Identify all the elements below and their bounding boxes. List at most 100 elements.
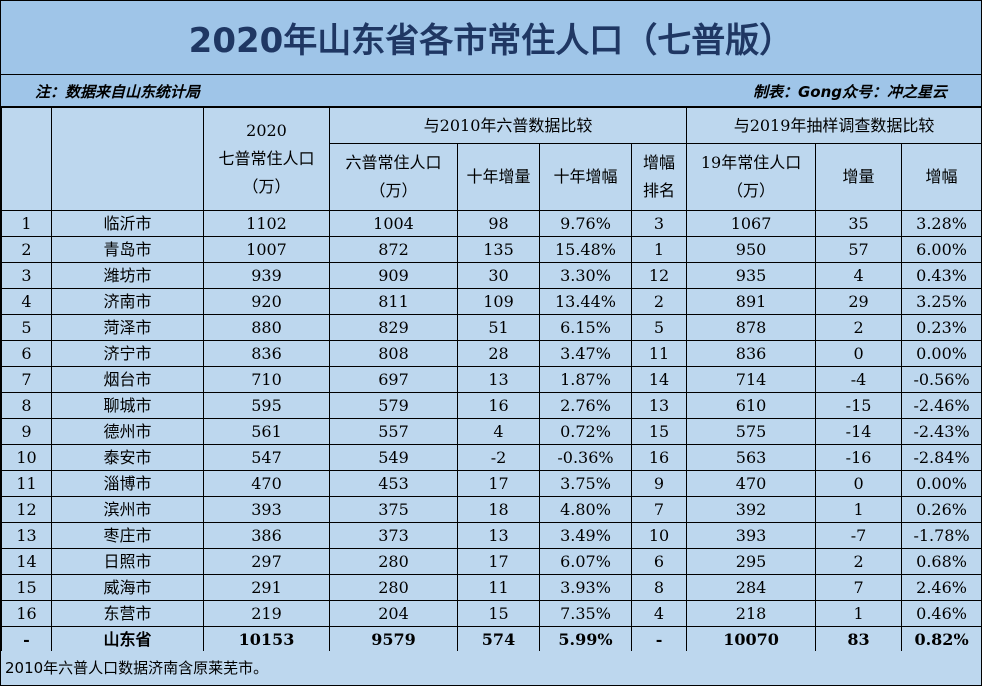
cell-rate10: 9.76%	[539, 210, 632, 237]
cell-rate10: 0.72%	[539, 418, 632, 445]
cell-pop2019: 1067	[686, 210, 817, 237]
table-row: 6 济宁市 836 808 28 3.47% 11 836 0 0.00%	[1, 340, 982, 367]
table-row: 9 德州市 561 557 4 0.72% 15 575 -14 -2.43%	[1, 418, 982, 445]
header-pop-2019-label: 19年常住人口	[700, 153, 802, 172]
cell-city: 济宁市	[51, 340, 204, 367]
source-note: 注：数据来自山东统计局	[35, 83, 201, 101]
header-rank: 增幅 排名	[630, 143, 688, 211]
header-rate-2019: 增幅	[901, 143, 982, 211]
table-row: 11 淄博市 470 453 17 3.75% 9 470 0 0.00%	[1, 470, 982, 497]
table-row: 8 聊城市 595 579 16 2.76% 13 610 -15 -2.46%	[1, 392, 982, 419]
cell-pop2019: 563	[686, 444, 817, 471]
cell-pop2010: 453	[329, 470, 458, 497]
page-title: 2020年山东省各市常住人口（七普版）	[1, 1, 981, 75]
population-table: 2020 七普常住人口 （万） 与2010年六普数据比较 与2019年抽样调查数…	[1, 107, 982, 653]
table-row: 12 滨州市 393 375 18 4.80% 7 392 1 0.26%	[1, 496, 982, 523]
note-bar: 注：数据来自山东统计局 制表：Gong众号：冲之星云	[1, 75, 981, 107]
cell-rank: 3	[630, 210, 688, 237]
cell-rate10: 5.99%	[539, 626, 632, 653]
cell-rate19: -0.56%	[901, 366, 982, 393]
cell-rate19: 3.28%	[901, 210, 982, 237]
cell-pop2019: 10070	[686, 626, 817, 653]
cell-rank: 12	[630, 262, 688, 289]
cell-inc10: 109	[457, 288, 540, 315]
cell-rate10: 15.48%	[539, 236, 632, 263]
cell-rate19: 0.00%	[901, 470, 982, 497]
header-row-1: 2020 七普常住人口 （万） 与2010年六普数据比较 与2019年抽样调查数…	[1, 107, 982, 211]
cell-pop2019: 836	[686, 340, 817, 367]
cell-rate10: 13.44%	[539, 288, 632, 315]
cell-pop2019: 295	[686, 548, 817, 575]
cell-inc19: 2	[815, 548, 903, 575]
cell-inc10: 17	[457, 470, 540, 497]
cell-pop2019: 284	[686, 574, 817, 601]
header-rank-line2: 排名	[643, 181, 676, 200]
cell-inc19: 7	[815, 574, 903, 601]
cell-pop2020: 880	[203, 314, 330, 341]
cell-city: 聊城市	[51, 392, 204, 419]
cell-pop2010: 872	[329, 236, 458, 263]
cell-city: 德州市	[51, 418, 204, 445]
cell-inc19: 2	[815, 314, 903, 341]
cell-pop2020: 297	[203, 548, 330, 575]
cell-rate10: 6.07%	[539, 548, 632, 575]
cell-rank: 13	[630, 392, 688, 419]
cell-pop2010: 280	[329, 574, 458, 601]
table-row: 15 威海市 291 280 11 3.93% 8 284 7 2.46%	[1, 574, 982, 601]
cell-pop2019: 950	[686, 236, 817, 263]
cell-rate19: -2.43%	[901, 418, 982, 445]
cell-no: 12	[1, 496, 52, 523]
cell-no: 5	[1, 314, 52, 341]
cell-inc10: 51	[457, 314, 540, 341]
cell-rank: 6	[630, 548, 688, 575]
header-pop-2020: 2020 七普常住人口 （万）	[203, 107, 330, 211]
cell-rate10: 3.47%	[539, 340, 632, 367]
cell-rate19: 0.82%	[901, 626, 982, 653]
cell-pop2010: 1004	[329, 210, 458, 237]
cell-rank: 11	[630, 340, 688, 367]
cell-pop2019: 891	[686, 288, 817, 315]
cell-inc10: 574	[457, 626, 540, 653]
cell-inc19: -7	[815, 522, 903, 549]
cell-city: 淄博市	[51, 470, 204, 497]
cell-pop2019: 218	[686, 600, 817, 627]
cell-pop2010: 557	[329, 418, 458, 445]
table-row: 10 泰安市 547 549 -2 -0.36% 16 563 -16 -2.84%	[1, 444, 982, 471]
header-row-2: 六普常住人口 （万） 十年增量 十年增幅 增幅 排名 19年常住人口 （万） 增…	[2, 143, 982, 211]
cell-inc10: 18	[457, 496, 540, 523]
cell-rate10: 3.93%	[539, 574, 632, 601]
cell-rate10: 3.75%	[539, 470, 632, 497]
table-body: 1 临沂市 1102 1004 98 9.76% 3 1067 35 3.28% 2 青岛市 1007 8…	[1, 210, 982, 627]
cell-rank: 8	[630, 574, 688, 601]
cell-rank: 9	[630, 470, 688, 497]
header-pop-2020-unit: （万）	[242, 177, 291, 196]
table-row: 2 青岛市 1007 872 135 15.48% 1 950 57 6.00%	[1, 236, 982, 263]
cell-pop2010: 909	[329, 262, 458, 289]
cell-pop2019: 470	[686, 470, 817, 497]
cell-rank: 16	[630, 444, 688, 471]
cell-city: 山东省	[51, 626, 204, 653]
cell-pop2020: 710	[203, 366, 330, 393]
cell-inc10: 16	[457, 392, 540, 419]
cell-no: 14	[1, 548, 52, 575]
cell-pop2020: 561	[203, 418, 330, 445]
cell-no: 1	[1, 210, 52, 237]
cell-city: 青岛市	[51, 236, 204, 263]
cell-no: 9	[1, 418, 52, 445]
header-group-2010: 与2010年六普数据比较	[328, 107, 688, 144]
cell-rate19: 0.26%	[901, 496, 982, 523]
table-row: 1 临沂市 1102 1004 98 9.76% 3 1067 35 3.28%	[1, 210, 982, 237]
header-pop-2010-label: 六普常住人口	[345, 153, 442, 172]
cell-rank: 7	[630, 496, 688, 523]
cell-rate10: 6.15%	[539, 314, 632, 341]
cell-rate19: 0.43%	[901, 262, 982, 289]
cell-rank: 1	[630, 236, 688, 263]
cell-rate10: 4.80%	[539, 496, 632, 523]
header-pop-2019: 19年常住人口 （万）	[686, 143, 817, 211]
cell-rank: 14	[630, 366, 688, 393]
cell-pop2020: 595	[203, 392, 330, 419]
cell-no: 3	[1, 262, 52, 289]
cell-city: 潍坊市	[51, 262, 204, 289]
cell-inc10: 4	[457, 418, 540, 445]
cell-city: 威海市	[51, 574, 204, 601]
